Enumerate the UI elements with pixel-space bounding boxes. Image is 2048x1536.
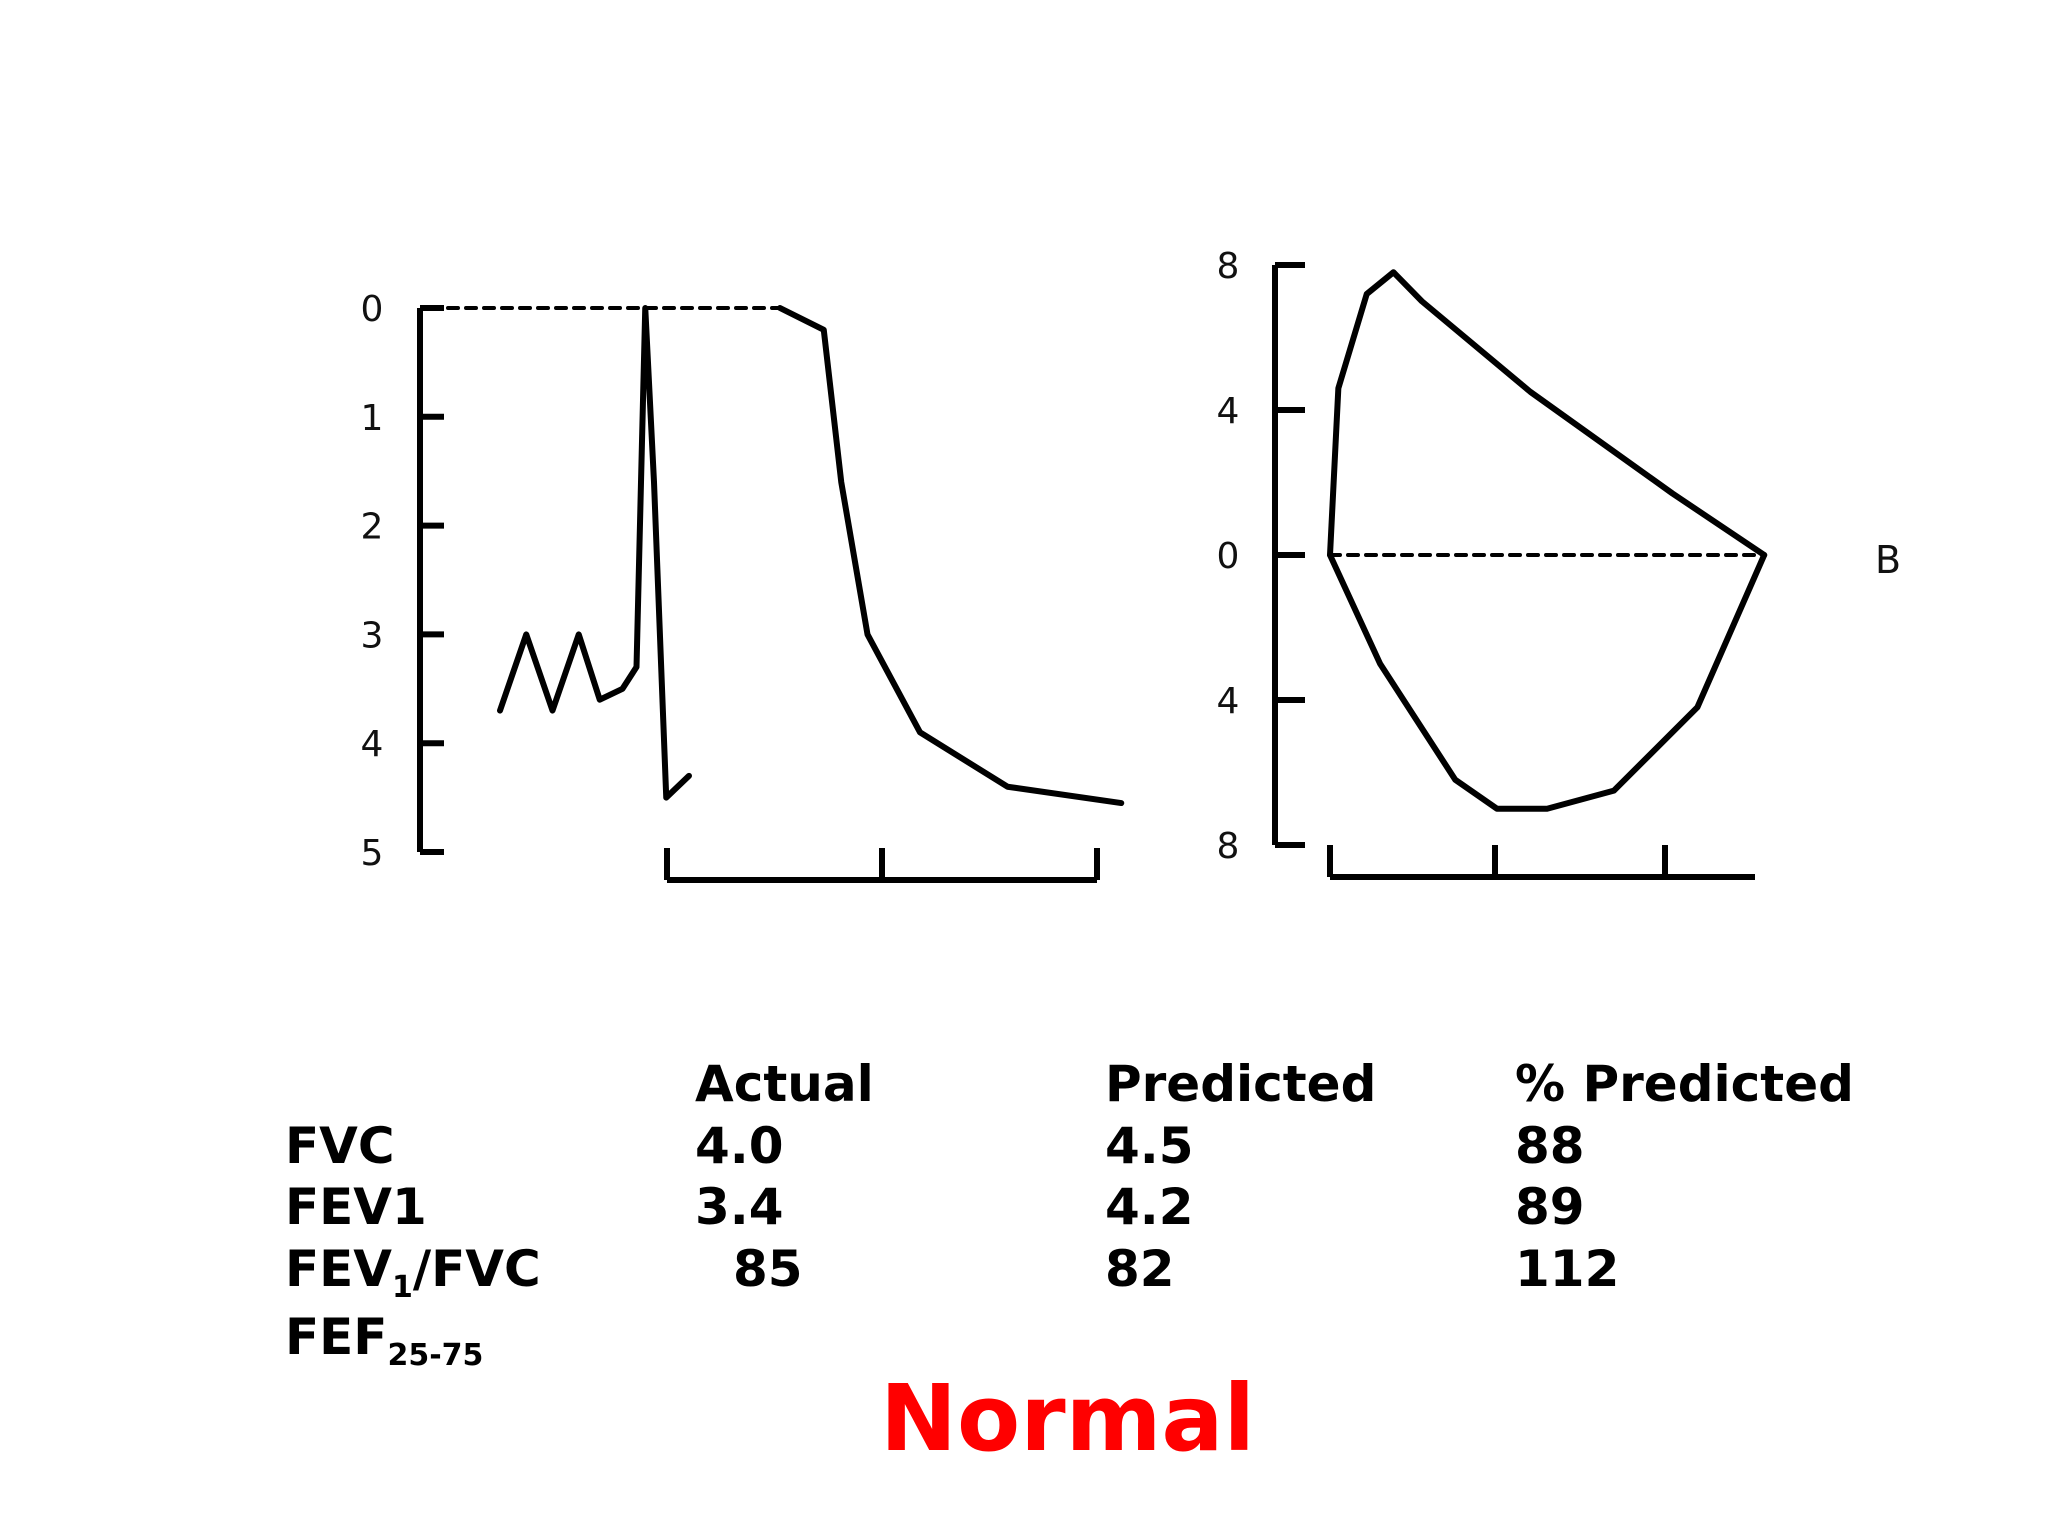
right-y-tick-label: 4 (1217, 681, 1240, 722)
right-series-expiratory-loop (1327, 269, 1768, 558)
left-y-tick-label: 2 (361, 507, 384, 548)
right-y-tick-label: 8 (1217, 246, 1240, 287)
flow-volume-chart: 8 4 0 4 8 B (1217, 246, 1901, 880)
right-y-tick-label: 8 (1217, 826, 1240, 867)
left-y-tick-label: 3 (361, 615, 384, 656)
right-y-tick-label: 4 (1217, 391, 1240, 432)
left-y-tick-label: 5 (361, 833, 384, 874)
left-y-tick-label: 4 (361, 724, 384, 765)
verdict-label: Normal (880, 1365, 1256, 1472)
left-series-tidal-and-forced-maneuver (497, 305, 692, 801)
left-y-tick-label: 1 (361, 398, 384, 439)
right-y-tick-label: 0 (1217, 536, 1240, 577)
left-y-tick-label: 0 (361, 289, 384, 330)
volume-time-chart: 0 1 2 3 4 5 (361, 289, 1125, 883)
left-series-forced-expiration-curve (777, 305, 1125, 807)
right-side-label: B (1875, 538, 1901, 582)
right-series-inspiratory-loop (1327, 552, 1768, 812)
